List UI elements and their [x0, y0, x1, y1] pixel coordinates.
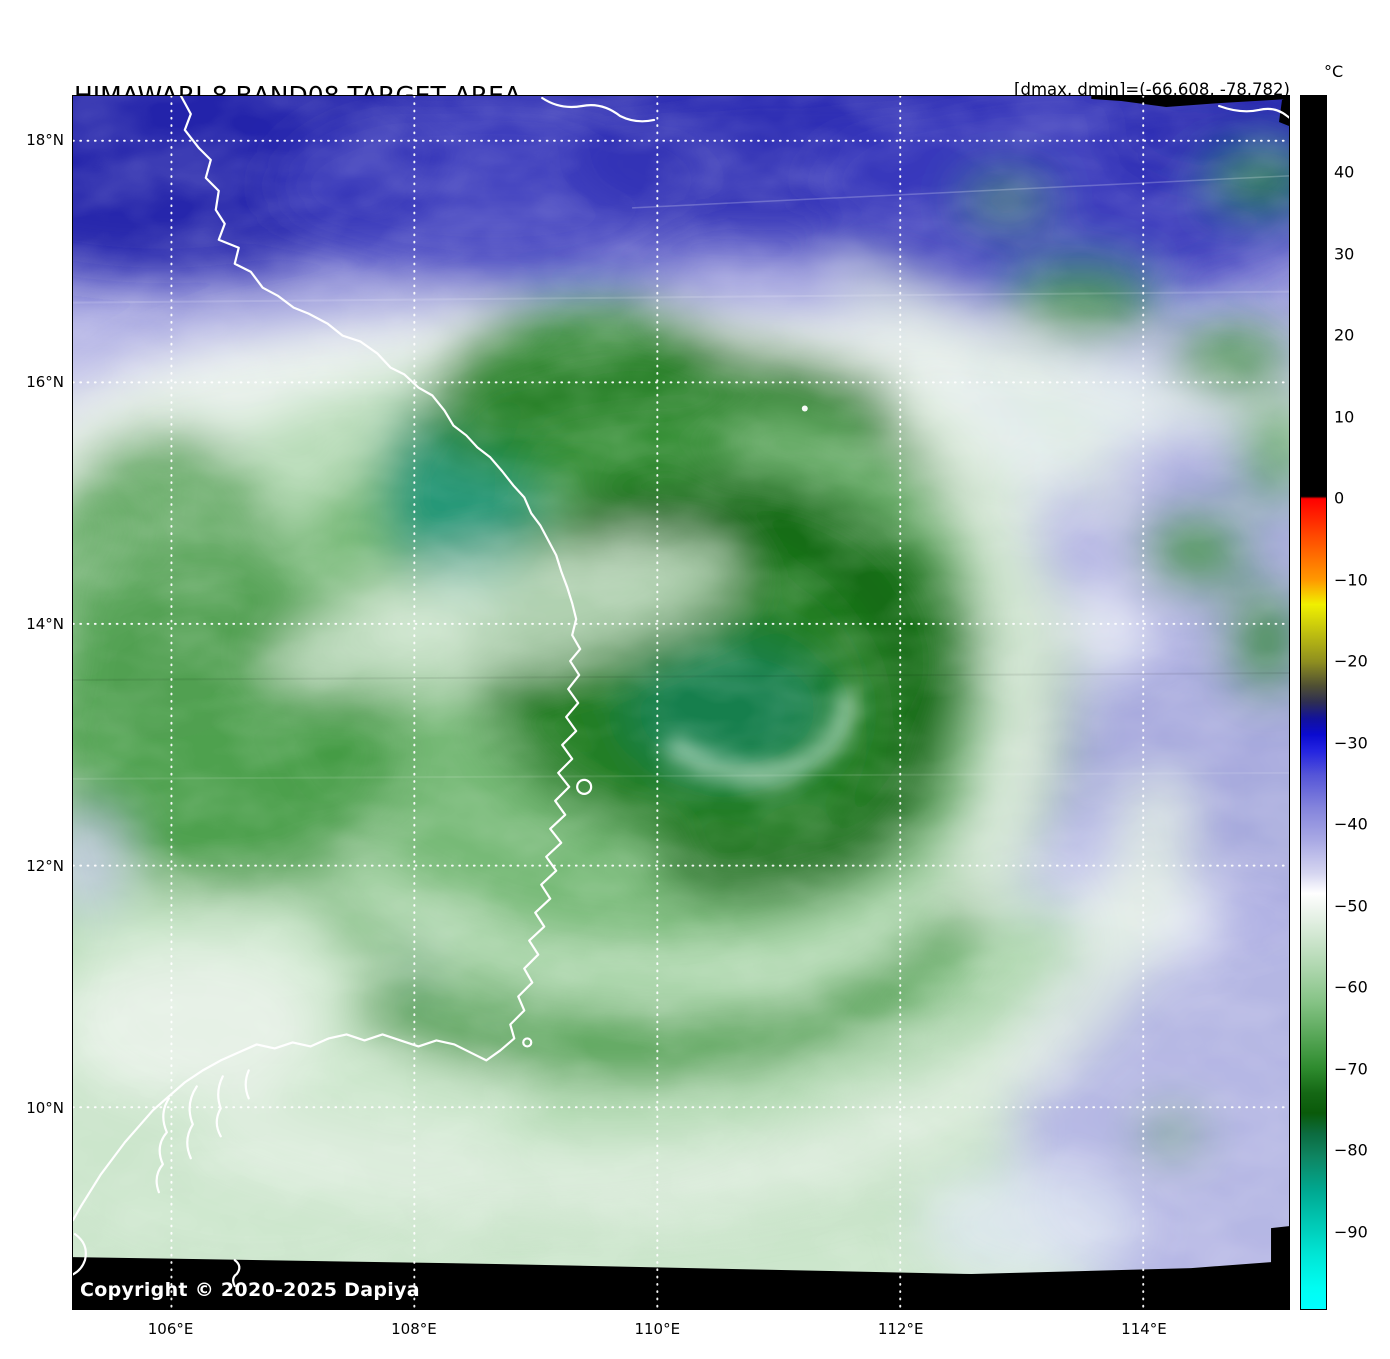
- colorbar-tick-label: 10: [1334, 407, 1355, 427]
- no-data-sliver-top: [1091, 96, 1289, 107]
- lon-tick-label: 114°E: [1121, 1320, 1167, 1338]
- colorbar-tick-label: −10: [1334, 570, 1368, 590]
- lon-tick-label: 112°E: [877, 1320, 924, 1338]
- satellite-image: [73, 96, 1289, 1309]
- lat-tick-label: 10°N: [26, 1098, 64, 1117]
- colorbar-tick-label: −80: [1334, 1140, 1368, 1160]
- colorbar-tick-label: −40: [1334, 814, 1368, 834]
- lat-tick-label: 12°N: [26, 856, 64, 875]
- dmax-dmin-annotation: [dmax, dmin]=(-66.608, -78.782): [1014, 80, 1290, 99]
- colorbar-tick-label: −90: [1334, 1222, 1368, 1242]
- colorbar-tick-label: −50: [1334, 896, 1368, 916]
- colorbar-unit-label: °C: [1324, 62, 1344, 81]
- colorbar-tick-label: 20: [1334, 325, 1355, 345]
- lat-tick-label: 18°N: [26, 130, 64, 149]
- colorbar-tick-label: −70: [1334, 1059, 1368, 1079]
- colorbar-tick-label: −20: [1334, 651, 1368, 671]
- lon-tick-label: 110°E: [634, 1320, 681, 1338]
- satellite-map: Copyright © 2020-2025 Dapiya: [72, 95, 1290, 1310]
- no-data-band-bottom: [73, 1226, 1289, 1309]
- lon-tick-label: 106°E: [147, 1320, 194, 1338]
- graticule: [73, 96, 1289, 1309]
- colorbar-tick-label: −60: [1334, 977, 1368, 997]
- colorbar-tick-label: 40: [1334, 162, 1355, 182]
- colorbar: [1300, 95, 1327, 1310]
- coastline: [73, 96, 1289, 1288]
- lat-tick-label: 16°N: [26, 372, 64, 391]
- lon-tick-label: 108°E: [391, 1320, 437, 1338]
- copyright-watermark: Copyright © 2020-2025 Dapiya: [80, 1279, 420, 1301]
- lat-tick-label: 14°N: [26, 614, 64, 633]
- colorbar-tick-label: 30: [1334, 244, 1355, 264]
- colorbar-tick-label: −30: [1334, 733, 1368, 753]
- storm-eye-speck: [801, 405, 808, 412]
- no-data-corner: [1279, 96, 1289, 126]
- colorbar-gradient: [1301, 96, 1326, 1309]
- colorbar-tick-label: 0: [1334, 488, 1345, 508]
